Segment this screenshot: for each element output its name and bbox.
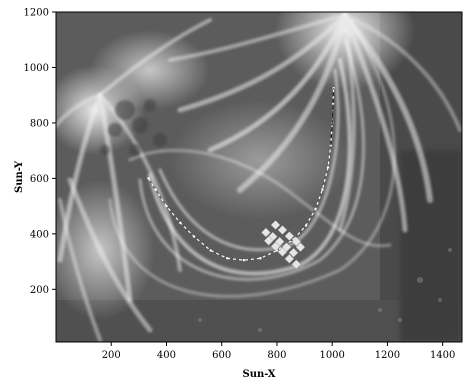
loop-point bbox=[179, 221, 182, 224]
x-tick-label: 400 bbox=[157, 350, 176, 361]
diamond-marker bbox=[288, 247, 299, 258]
y-axis: 200 400 600 800 1000 1200 bbox=[24, 8, 56, 296]
diamond-marker bbox=[277, 225, 288, 235]
loop-point bbox=[192, 235, 196, 238]
diamond-marker bbox=[284, 231, 295, 241]
diamond-marker bbox=[263, 235, 274, 246]
y-axis-label: Sun-Y bbox=[14, 160, 25, 193]
diamond-marker bbox=[295, 242, 306, 253]
diamond-marker bbox=[270, 220, 281, 230]
x-tick-label: 1200 bbox=[375, 350, 400, 361]
x-tick-label: 800 bbox=[267, 350, 286, 361]
loop-point bbox=[259, 257, 262, 260]
loop-point bbox=[321, 188, 324, 191]
x-axis-label: Sun-X bbox=[243, 369, 276, 380]
plot-frame bbox=[55, 11, 463, 343]
x-axis: 200 400 600 800 1000 1200 1400 bbox=[102, 342, 455, 361]
diamond-marker bbox=[270, 241, 281, 252]
diamond-marker bbox=[261, 227, 271, 238]
x-tick-label: 1000 bbox=[319, 350, 344, 361]
solar-image bbox=[56, 12, 462, 342]
diamond-marker bbox=[284, 253, 295, 264]
loop-point bbox=[165, 204, 168, 208]
y-tick-label: 400 bbox=[30, 229, 49, 240]
y-tick-label: 200 bbox=[30, 285, 49, 296]
diamond-marker bbox=[291, 236, 302, 247]
y-tick-label: 1200 bbox=[24, 8, 49, 19]
loop-point bbox=[209, 249, 212, 252]
loop-point bbox=[314, 207, 317, 211]
loop-point bbox=[304, 224, 308, 227]
loop-point bbox=[326, 166, 330, 169]
diamond-marker bbox=[291, 259, 302, 270]
loop-point bbox=[226, 257, 229, 260]
diamond-marker bbox=[277, 247, 288, 257]
y-tick-label: 1000 bbox=[24, 63, 49, 74]
x-tick-label: 200 bbox=[102, 350, 121, 361]
loop-trace-end bbox=[330, 88, 335, 146]
y-tick-label: 800 bbox=[30, 118, 49, 129]
loop-overlay bbox=[147, 87, 335, 270]
x-tick-label: 600 bbox=[212, 350, 231, 361]
loop-point bbox=[154, 188, 157, 191]
loop-point bbox=[147, 177, 150, 180]
x-tick-label: 1400 bbox=[430, 350, 455, 361]
y-tick-label: 600 bbox=[30, 174, 49, 185]
loop-point bbox=[242, 258, 246, 262]
